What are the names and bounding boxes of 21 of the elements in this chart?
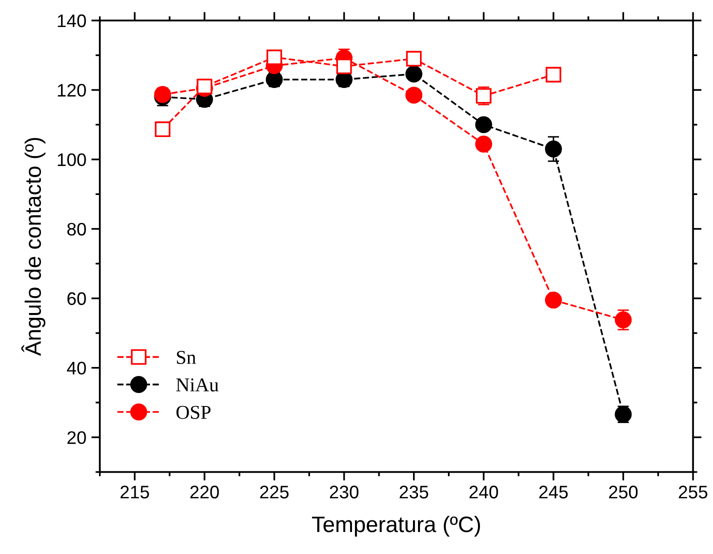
x-axis-title: Temperatura (ºC) bbox=[312, 516, 480, 537]
y-tick-label: 40 bbox=[66, 362, 86, 375]
legend-label: Sn bbox=[176, 350, 196, 364]
x-tick-label: 225 bbox=[260, 486, 289, 498]
legend-label: OSP bbox=[176, 406, 211, 419]
legend-label: NiAu bbox=[176, 378, 219, 392]
x-tick-label: 235 bbox=[400, 486, 428, 498]
x-tick-label: 250 bbox=[609, 486, 638, 498]
x-tick-label: 255 bbox=[678, 486, 708, 498]
x-tick-label: 245 bbox=[539, 486, 568, 498]
x-tick-label: 220 bbox=[190, 486, 219, 498]
y-tick-label: 120 bbox=[58, 84, 86, 97]
x-tick-label: 240 bbox=[470, 486, 498, 498]
x-tick-label: 230 bbox=[330, 486, 358, 498]
y-axis-title: Ângulo de contacto (º) bbox=[21, 138, 46, 356]
y-tick-label: 60 bbox=[67, 292, 86, 306]
y-tick-label: 140 bbox=[58, 14, 86, 28]
y-tick-label: 100 bbox=[58, 153, 86, 166]
x-tick-label: 215 bbox=[120, 486, 150, 498]
y-tick-label: 80 bbox=[67, 222, 86, 236]
y-tick-label: 20 bbox=[67, 431, 86, 444]
